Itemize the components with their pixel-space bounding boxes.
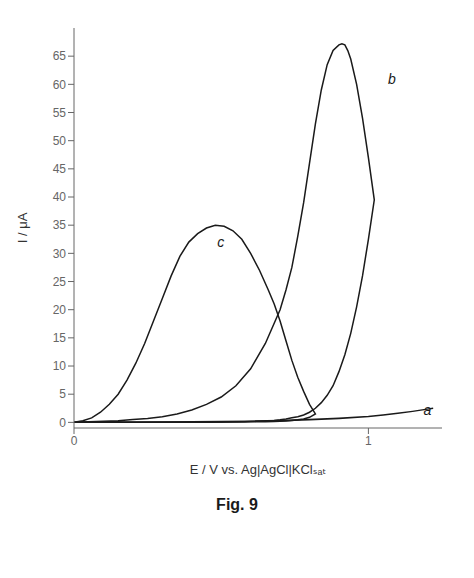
svg-text:I / μA: I / μA <box>15 212 30 243</box>
svg-text:c: c <box>217 234 224 250</box>
svg-text:65: 65 <box>53 49 67 63</box>
svg-text:0: 0 <box>71 434 78 448</box>
html-text:Fig. 9: Fig. 9 <box>216 496 258 513</box>
svg-text:5: 5 <box>59 387 66 401</box>
svg-text:10: 10 <box>53 359 67 373</box>
svg-text:55: 55 <box>53 106 67 120</box>
svg-text:1: 1 <box>365 434 372 448</box>
svg-text:25: 25 <box>53 275 67 289</box>
svg-text:0: 0 <box>59 416 66 430</box>
svg-text:15: 15 <box>53 331 67 345</box>
svg-text:30: 30 <box>53 247 67 261</box>
svg-text:20: 20 <box>53 303 67 317</box>
svg-text:60: 60 <box>53 78 67 92</box>
svg-text:35: 35 <box>53 218 67 232</box>
svg-text:40: 40 <box>53 190 67 204</box>
svg-text:50: 50 <box>53 134 67 148</box>
svg-text:E / V vs. Ag|AgCl|KClₛₐₜ: E / V vs. Ag|AgCl|KClₛₐₜ <box>190 462 327 477</box>
svg-text:a: a <box>423 402 431 418</box>
svg-text:b: b <box>388 71 396 87</box>
svg-text:45: 45 <box>53 162 67 176</box>
